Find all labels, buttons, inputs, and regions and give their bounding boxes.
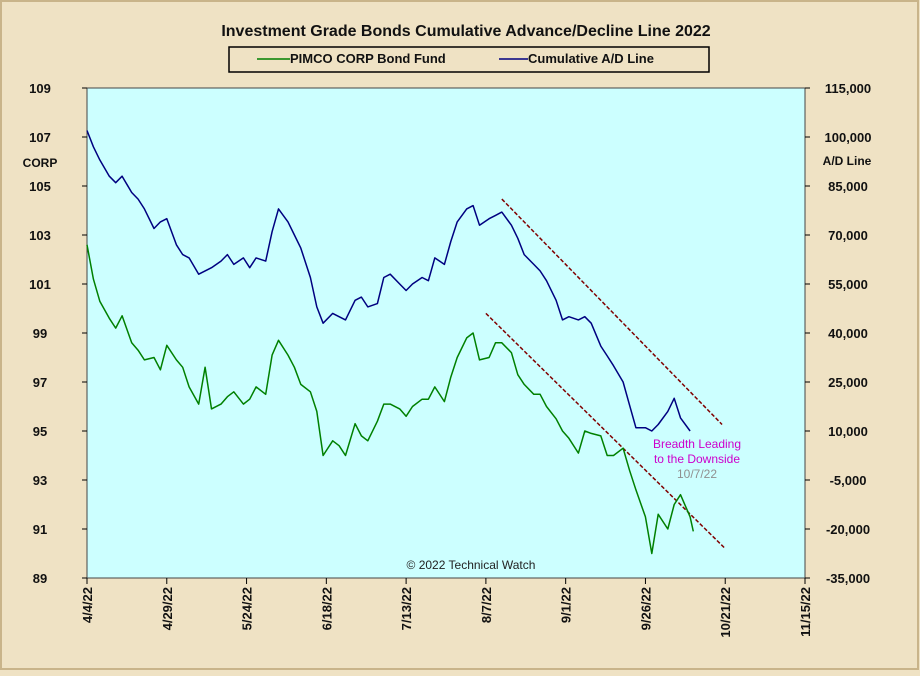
legend-label-ad: Cumulative A/D Line [528,51,654,66]
left-tick-label: 109 [29,81,51,96]
annotation-line-1: Breadth Leading [653,437,741,451]
left-axis-label: CORP [23,156,58,170]
trendline [485,312,726,550]
right-tick-label: -35,000 [826,571,870,586]
left-tick-label: 105 [29,179,51,194]
x-tick-label: 9/1/22 [559,587,574,623]
left-axis: 89 91 93 95 97 99 101 103 105 107 109 [29,81,87,586]
right-tick-label: 85,000 [828,179,868,194]
left-tick-label: 101 [29,277,51,292]
x-axis: 4/4/22 4/29/22 5/24/22 6/18/22 7/13/22 8/7/22… [80,578,813,638]
x-tick-label: 8/7/22 [479,587,494,623]
x-tick-label: 9/26/22 [638,587,653,630]
right-tick-label: 70,000 [828,228,868,243]
x-tick-label: 10/21/22 [718,587,733,638]
trendlines [485,198,726,550]
left-tick-label: 107 [29,130,51,145]
right-tick-label: 40,000 [828,326,868,341]
trendline [501,198,723,425]
x-tick-label: 7/13/22 [399,587,414,630]
legend-box [228,46,710,73]
right-tick-label: -5,000 [830,473,867,488]
right-tick-label: 55,000 [828,277,868,292]
x-tick-label: 11/15/22 [798,587,813,637]
left-tick-label: 99 [33,326,47,341]
left-tick-label: 89 [33,571,47,586]
right-axis-label: A/D Line [823,154,872,168]
x-tick-label: 5/24/22 [240,587,255,630]
left-tick-label: 93 [33,473,47,488]
legend: PIMCO CORP Bond Fund Cumulative A/D Line [228,46,710,73]
left-tick-label: 97 [33,375,47,390]
series-line-ad [86,130,691,432]
right-tick-label: -20,000 [826,522,870,537]
annotation-date: 10/7/22 [677,467,717,481]
x-tick-label: 4/4/22 [80,587,95,623]
x-tick-label: 4/29/22 [160,587,175,630]
right-tick-label: 100,000 [825,130,872,145]
annotation-line-2: to the Downside [654,452,740,466]
copyright-text: © 2022 Technical Watch [407,558,536,572]
left-tick-label: 103 [29,228,51,243]
series-lines [86,130,695,555]
left-tick-label: 95 [33,424,47,439]
plot-area [86,87,806,579]
right-tick-label: 25,000 [828,375,868,390]
right-tick-label: 10,000 [828,424,868,439]
x-tick-label: 6/18/22 [319,587,334,630]
left-tick-label: 91 [33,522,47,537]
series-line-pimco [86,244,695,555]
legend-label-pimco: PIMCO CORP Bond Fund [290,51,446,66]
chart-title: Investment Grade Bonds Cumulative Advanc… [221,23,710,40]
right-tick-label: 115,000 [825,81,871,96]
right-axis: -35,000 -20,000 -5,000 10,000 25,000 40,000 55… [805,81,872,586]
